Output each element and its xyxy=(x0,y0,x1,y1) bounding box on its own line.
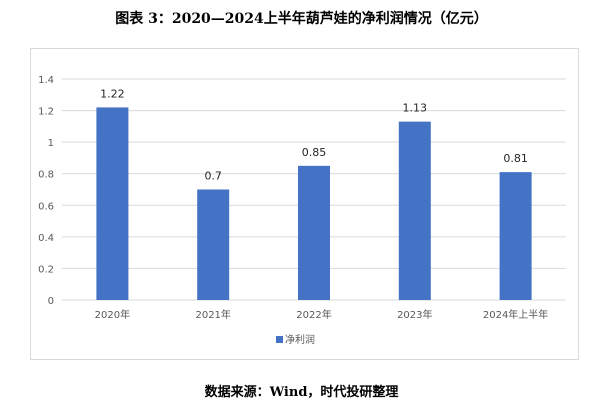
data-label: 1.22 xyxy=(100,87,125,100)
bar xyxy=(197,189,230,300)
x-tick-label: 2021年 xyxy=(195,308,230,321)
data-label: 1.13 xyxy=(403,102,428,115)
chart-title: 图表 3：2020—2024上半年葫芦娃的净利润情况（亿元） xyxy=(115,11,488,27)
y-tick-label: 1.2 xyxy=(38,107,54,118)
x-tick-label: 2023年 xyxy=(397,308,432,321)
chart-frame xyxy=(30,48,579,360)
bar xyxy=(398,121,431,300)
data-label: 0.7 xyxy=(204,170,222,183)
x-tick-label: 2020年 xyxy=(95,308,130,321)
source-note: 数据来源：Wind，时代投研整理 xyxy=(204,385,399,400)
data-label: 0.85 xyxy=(302,146,327,159)
y-tick-label: 0 xyxy=(48,296,54,307)
y-tick-label: 1.4 xyxy=(38,75,54,86)
y-tick-label: 0.4 xyxy=(38,233,54,244)
x-tick-label: 2022年 xyxy=(296,308,331,321)
bar xyxy=(298,165,330,300)
legend-swatch xyxy=(276,336,283,343)
y-tick-label: 0.8 xyxy=(38,170,54,181)
bar xyxy=(96,107,129,301)
legend-label: 净利润 xyxy=(285,333,315,346)
data-label: 0.81 xyxy=(503,152,528,165)
y-tick-label: 0.2 xyxy=(38,264,54,275)
y-tick-label: 0.6 xyxy=(38,201,54,212)
y-tick-label: 1 xyxy=(48,138,54,149)
bar xyxy=(499,172,532,300)
x-tick-label: 2024年上半年 xyxy=(483,308,548,321)
